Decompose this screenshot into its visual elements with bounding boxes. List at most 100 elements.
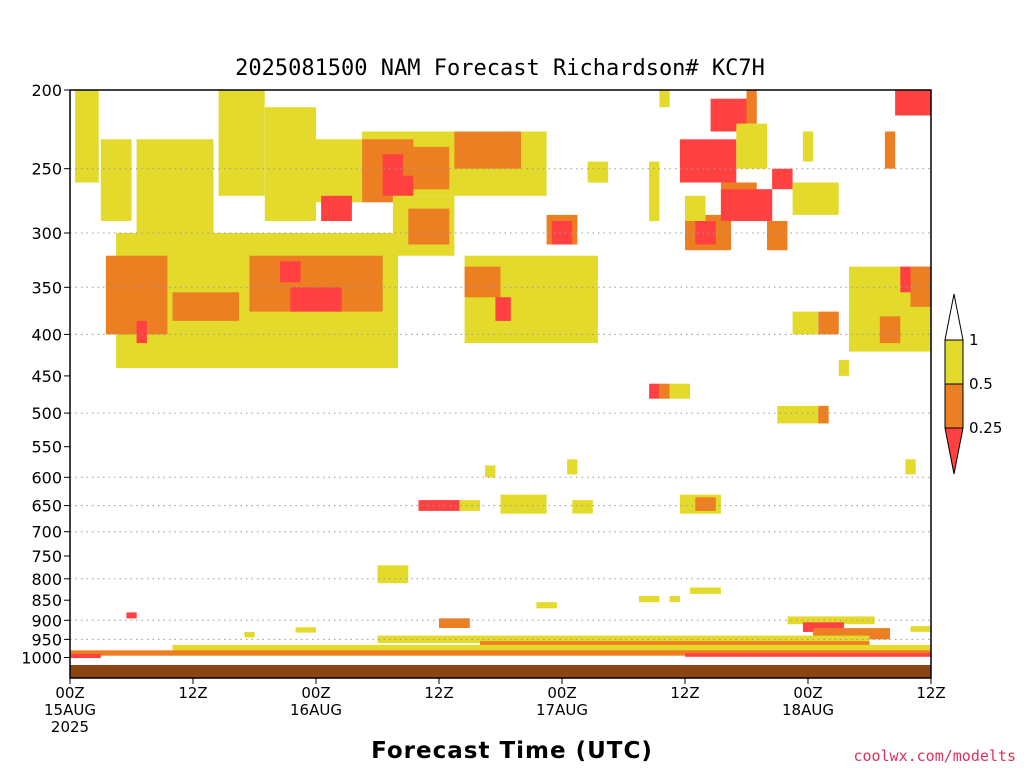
ri-cell-orange [454, 131, 521, 169]
ri-cell-orange [480, 641, 870, 649]
ri-cell-orange [818, 405, 829, 424]
x-tick-label: 17AUG [536, 701, 588, 719]
ri-cell-yellow [802, 131, 814, 162]
ri-cell-orange [813, 628, 890, 640]
ri-cell-orange [464, 266, 501, 298]
ri-cell-yellow [244, 631, 255, 638]
ri-cell-orange [408, 208, 450, 245]
ri-cell-yellow [218, 90, 265, 196]
ri-cell-yellow [638, 596, 660, 603]
ri-cell-orange [767, 221, 788, 251]
ri-cell-yellow [485, 465, 496, 478]
y-tick-label: 750 [31, 547, 62, 566]
y-tick-label: 550 [31, 438, 62, 457]
ri-cell-yellow [536, 602, 557, 609]
cells-layer [70, 90, 931, 659]
ri-cell-red [649, 383, 660, 399]
ri-cell-yellow [377, 635, 870, 643]
ri-cell-orange [695, 497, 716, 511]
x-tick-label: 15AUG [44, 701, 96, 719]
colorbar-bottom-triangle [944, 427, 964, 475]
x-tick-label: 00Z [301, 684, 330, 702]
ri-cell-yellow [649, 161, 660, 222]
colorbar-label: 0.5 [969, 375, 993, 393]
ri-cell-red [495, 297, 511, 321]
ri-cell-yellow [777, 405, 829, 424]
ri-cell-yellow [567, 459, 578, 475]
x-tick-label: 00Z [793, 684, 822, 702]
gridlines-layer [70, 168, 931, 640]
ri-cell-orange [884, 131, 896, 169]
plot-frame [69, 89, 932, 679]
ri-cell-yellow [172, 644, 931, 653]
ri-cell-yellow [459, 500, 480, 511]
y-tick-label: 400 [31, 325, 62, 344]
ri-cell-yellow [572, 500, 593, 514]
ri-cell-red [679, 139, 737, 183]
ri-cell-orange [439, 618, 470, 628]
y-tick-label: 950 [31, 630, 62, 649]
ri-cell-yellow [75, 90, 99, 183]
ri-cell-yellow [500, 494, 547, 514]
ri-cell-red [695, 221, 716, 245]
ri-cell-yellow [295, 627, 316, 633]
ri-cell-red [321, 195, 352, 221]
ri-cell-yellow [685, 195, 706, 221]
ri-cell-yellow [316, 139, 363, 203]
ri-cell-red [136, 320, 147, 344]
colorbar-label: 0.25 [969, 419, 1002, 437]
ri-cell-yellow [587, 161, 609, 183]
y-tick-label: 850 [31, 591, 62, 610]
chart-title: 2025081500 NAM Forecast Richardson# KC7H [235, 56, 765, 81]
y-tick-label: 650 [31, 497, 62, 516]
colorbar-segment-yellow [944, 339, 964, 385]
ri-cell-red [551, 221, 573, 245]
x-tick-label: 00Z [55, 684, 84, 702]
colorbar-segment-orange [944, 383, 964, 429]
ri-cell-yellow [792, 182, 839, 215]
ri-cell-yellow [690, 587, 721, 594]
ri-cell-yellow [100, 139, 132, 221]
surface-band [70, 665, 931, 678]
y-tick-label: 300 [31, 224, 62, 243]
y-tick-label: 250 [31, 160, 62, 179]
y-tick-label: 600 [31, 468, 62, 487]
ri-cell-yellow [136, 139, 214, 233]
y-tick-label: 800 [31, 570, 62, 589]
ri-cell-orange [413, 146, 450, 190]
ri-cell-orange [172, 292, 240, 321]
credit-text: coolwx.com/modelts [853, 747, 1016, 765]
x-tick-label: 2025 [51, 718, 89, 736]
x-tick-label: 16AUG [290, 701, 342, 719]
ri-cell-yellow [792, 311, 819, 335]
ri-cell-yellow [910, 626, 931, 632]
y-tick-label: 700 [31, 523, 62, 542]
ri-cell-orange [879, 316, 901, 344]
ri-cell-red [772, 168, 793, 190]
ri-cell-yellow [905, 459, 916, 475]
y-axis: 200 250 300 350 400 450 500 550 600 650 700 750 800 8… [21, 81, 70, 668]
ri-cell-yellow [659, 90, 670, 108]
x-tick-label: 12Z [178, 684, 207, 702]
ri-cell-yellow [669, 596, 680, 603]
ri-cell-orange [746, 90, 757, 124]
ri-cell-red [126, 612, 137, 619]
x-tick-label: 00Z [547, 684, 576, 702]
colorbar-label: 1 [969, 331, 979, 349]
y-tick-label: 450 [31, 367, 62, 386]
ri-cell-orange [910, 266, 931, 307]
x-axis-label: Forecast Time (UTC) [371, 738, 653, 764]
ri-cell-red [895, 90, 931, 116]
ri-cell-yellow [377, 565, 409, 584]
y-tick-label: 200 [31, 81, 62, 100]
colorbar-legend: 1 0.5 0.25 [944, 293, 1002, 475]
y-tick-label: 1000 [21, 649, 62, 668]
ri-cell-yellow [669, 383, 691, 399]
ri-cell-red [70, 653, 101, 659]
ri-cell-red [720, 189, 773, 221]
ri-cell-yellow [736, 123, 768, 169]
ri-cell-red [382, 154, 404, 196]
x-tick-label: 12Z [670, 684, 699, 702]
